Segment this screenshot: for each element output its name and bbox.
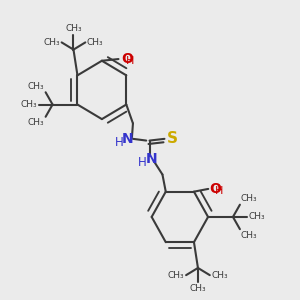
Text: CH₃: CH₃ <box>28 82 45 91</box>
Text: N: N <box>146 152 157 167</box>
Text: CH₃: CH₃ <box>87 38 104 47</box>
Text: H: H <box>215 186 223 196</box>
Text: CH₃: CH₃ <box>20 100 37 109</box>
Text: CH₃: CH₃ <box>241 194 257 203</box>
Text: S: S <box>167 131 178 146</box>
Text: CH₃: CH₃ <box>248 212 265 221</box>
Text: O: O <box>210 182 221 196</box>
Text: CH₃: CH₃ <box>168 271 184 280</box>
Text: H: H <box>126 56 134 66</box>
Text: CH₃: CH₃ <box>241 231 257 240</box>
Text: CH₃: CH₃ <box>28 118 45 127</box>
Text: H: H <box>137 156 146 170</box>
Text: CH₃: CH₃ <box>190 284 206 293</box>
Text: CH₃: CH₃ <box>44 38 60 47</box>
Text: CH₃: CH₃ <box>65 25 82 34</box>
Text: O: O <box>121 52 133 66</box>
Text: N: N <box>122 132 134 146</box>
Text: CH₃: CH₃ <box>212 271 228 280</box>
Text: H: H <box>115 136 124 149</box>
